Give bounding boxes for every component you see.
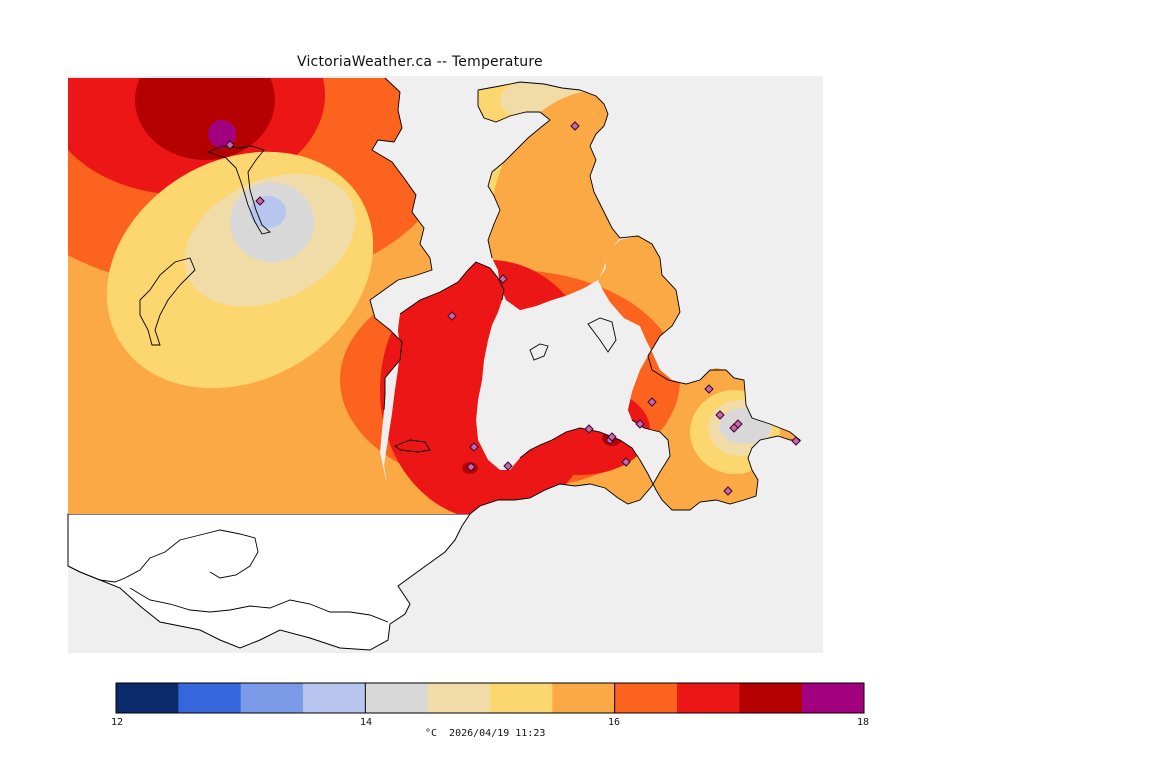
station-marker — [647, 397, 657, 407]
station-marker — [498, 274, 508, 284]
coastlines — [67, 77, 802, 623]
map-title: VictoriaWeather.ca -- Temperature — [297, 54, 543, 70]
station-marker — [469, 442, 479, 452]
station-marker — [729, 423, 739, 433]
colorbar-footer: °C 2026/04/19 11:23 — [425, 728, 557, 739]
colorbar-swatch — [303, 683, 366, 713]
colorbar-swatch — [552, 683, 616, 713]
station-marker — [635, 419, 645, 429]
weather-stations — [225, 121, 801, 496]
station-marker — [723, 486, 733, 496]
colorbar-tick-18: 18 — [857, 717, 870, 728]
station-marker — [225, 140, 235, 150]
colorbar-swatch — [614, 683, 678, 713]
station-marker — [607, 432, 617, 442]
colorbar-swatch — [801, 683, 865, 713]
station-marker — [503, 461, 513, 471]
colorbar-swatch — [178, 683, 242, 713]
colorbar-swatch — [490, 683, 553, 713]
station-marker — [791, 436, 801, 446]
colorbar-tick-14: 14 — [360, 717, 373, 728]
colorbar-swatch — [365, 683, 429, 713]
temperature-field — [68, 78, 800, 514]
station-marker — [466, 462, 476, 472]
station-marker — [584, 424, 594, 434]
station-marker — [570, 121, 580, 131]
unit-label: °C — [425, 728, 438, 739]
colorbar-swatch — [739, 683, 803, 713]
colorbar-swatch — [677, 683, 740, 713]
colorbar-tick-16: 16 — [608, 717, 621, 728]
timestamp-label: 2026/04/19 11:23 — [449, 728, 546, 739]
southern-landmass — [67, 513, 471, 651]
colorbar-swatch — [240, 683, 304, 713]
station-marker — [255, 196, 265, 206]
colorbar-swatch — [427, 683, 491, 713]
colorbar-swatch — [116, 683, 179, 713]
station-marker — [621, 457, 631, 467]
station-marker — [715, 410, 725, 420]
station-marker — [447, 311, 457, 321]
colorbar — [115, 682, 865, 714]
station-marker — [704, 384, 714, 394]
colorbar-tick-12: 12 — [111, 717, 124, 728]
